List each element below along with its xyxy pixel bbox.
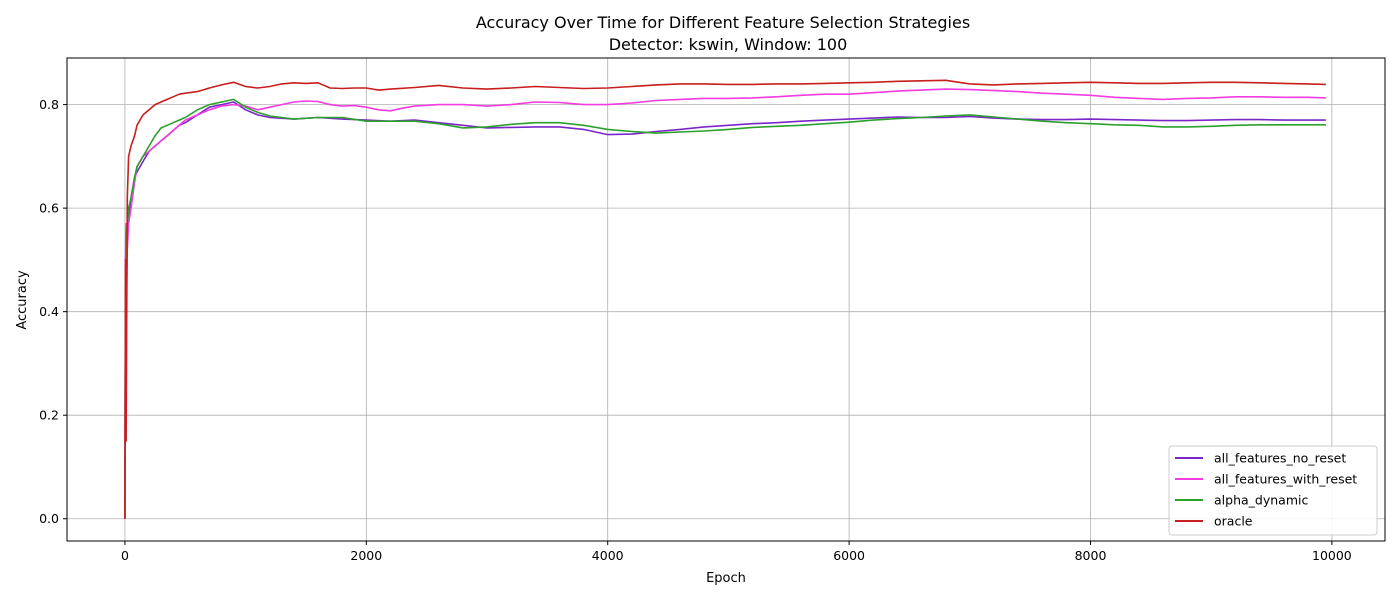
plot-frame bbox=[66, 57, 1386, 542]
chart-title: Accuracy Over Time for Different Feature… bbox=[476, 13, 970, 32]
y-tick-label: 0.6 bbox=[39, 201, 59, 216]
y-axis-label: Accuracy bbox=[15, 270, 30, 330]
legend-label: all_features_with_reset bbox=[1214, 472, 1357, 487]
tick-layer: 0 2000 4000 6000 8000 10000 0.0 0.2 0.4 0.6 0.8 bbox=[39, 97, 1352, 563]
x-tick-label: 4000 bbox=[592, 548, 624, 563]
y-tick-label: 0.8 bbox=[39, 97, 59, 112]
y-tick-label: 0.0 bbox=[39, 511, 59, 526]
series-line-oracle bbox=[124, 79, 1326, 519]
series-line-all-features-no-reset bbox=[124, 101, 1326, 519]
legend: all_features_no_reset all_features_with_r… bbox=[1168, 445, 1378, 536]
chart-subtitle: Detector: kswin, Window: 100 bbox=[609, 35, 848, 54]
legend-label: all_features_no_reset bbox=[1214, 451, 1346, 466]
legend-label: oracle bbox=[1214, 514, 1253, 529]
series-layer bbox=[124, 79, 1326, 519]
x-axis-label: Epoch bbox=[706, 571, 746, 586]
x-tick-label: 2000 bbox=[350, 548, 382, 563]
x-tick-label: 10000 bbox=[1312, 548, 1352, 563]
y-tick-label: 0.2 bbox=[39, 408, 59, 423]
x-tick-label: 0 bbox=[121, 548, 129, 563]
legend-label: alpha_dynamic bbox=[1214, 493, 1308, 508]
x-tick-label: 6000 bbox=[833, 548, 865, 563]
legend-box bbox=[1168, 445, 1378, 536]
grid-layer bbox=[67, 58, 1385, 541]
x-tick-label: 8000 bbox=[1075, 548, 1107, 563]
series-line-all-features-with-reset bbox=[124, 88, 1326, 519]
y-tick-label: 0.4 bbox=[39, 304, 59, 319]
series-line-alpha-dynamic bbox=[124, 98, 1326, 519]
